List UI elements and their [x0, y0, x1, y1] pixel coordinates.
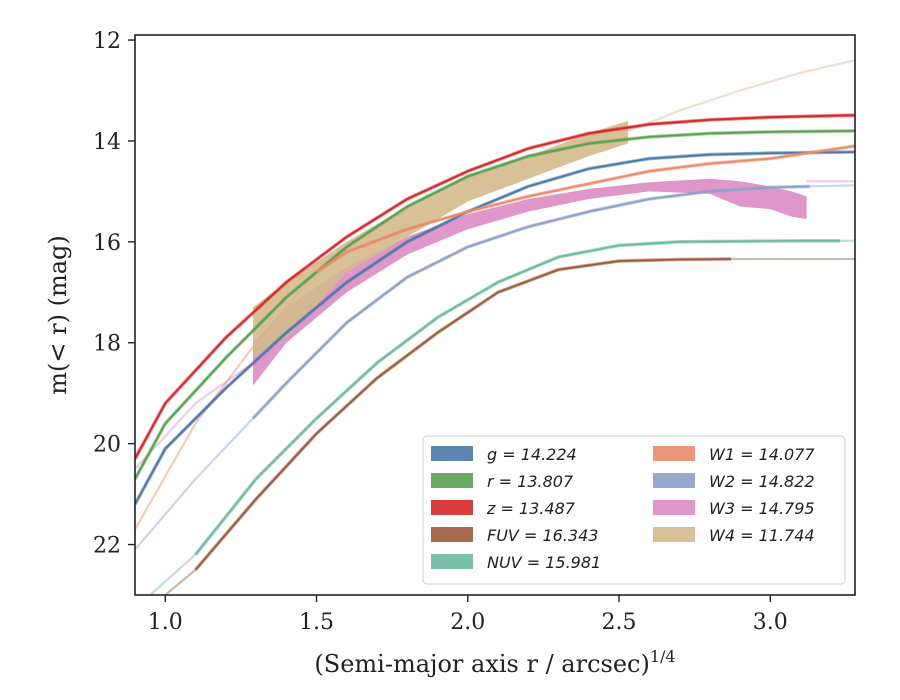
legend-entry-w4: W4 = 11.744: [653, 526, 815, 545]
legend-swatch: [653, 527, 695, 542]
series-nuv-line: [194, 239, 840, 556]
legend: g = 14.224 r = 13.807 z = 13.487 FUV = 16.3…: [422, 435, 846, 585]
legend-swatch: [431, 527, 473, 542]
series-r-line: [135, 130, 855, 480]
series-w1-line: [316, 145, 855, 273]
legend-entry-r: r = 13.807: [431, 472, 574, 491]
legend-box: [422, 435, 846, 585]
x-tick-label: 1.5: [299, 610, 334, 635]
x-axis-title: (Semi-major axis r / arcsec)1/4: [314, 647, 675, 678]
x-tick-label: 1.0: [148, 610, 183, 635]
legend-entry-fuv: FUV = 16.343: [431, 526, 598, 545]
legend-entry-z: z = 13.487: [431, 499, 576, 518]
legend-swatch: [431, 446, 473, 461]
legend-label: z = 13.487: [486, 499, 576, 518]
series-w3-band: [253, 178, 807, 386]
y-tick-label: 14: [93, 130, 121, 155]
legend-swatch: [653, 500, 695, 515]
legend-label: r = 13.807: [487, 472, 574, 491]
legend-entry-g: g = 14.224: [431, 445, 577, 464]
x-tick-label: 3.0: [753, 610, 788, 635]
legend-swatch: [431, 473, 473, 488]
series-nuv-extrapolation: [149, 553, 197, 595]
series-w2-halo: [251, 184, 810, 420]
series-w2-extrapolation: [809, 184, 855, 188]
y-axis-title: m(< r) (mag): [44, 235, 72, 394]
y-axis: 12 14 16 18 20 22: [93, 29, 135, 559]
legend-label: W1 = 14.077: [709, 445, 815, 464]
legend-entry-w1: W1 = 14.077: [653, 445, 815, 464]
legend-label: FUV = 16.343: [487, 526, 598, 545]
legend-swatch: [653, 446, 695, 461]
y-tick-label: 16: [93, 231, 121, 256]
series-fuv-extrapolation: [164, 568, 197, 595]
legend-swatch: [431, 500, 473, 515]
series-w2-extrapolation: [135, 417, 254, 551]
series-z-line: [135, 114, 855, 460]
y-tick-label: 12: [93, 29, 121, 54]
legend-entry-w2: W2 = 14.822: [653, 472, 815, 491]
x-tick-label: 2.0: [450, 610, 485, 635]
legend-entry-w3: W3 = 14.795: [653, 499, 815, 518]
series-layer: [135, 59, 855, 595]
series-w3-extrapolation: [135, 361, 254, 470]
y-tick-label: 22: [93, 534, 121, 559]
legend-label: W3 = 14.795: [709, 499, 815, 518]
series-fuv-line: [194, 258, 732, 571]
legend-swatch: [431, 554, 473, 569]
plot-frame: [134, 34, 856, 596]
legend-label: W4 = 11.744: [709, 526, 815, 545]
legend-swatch: [653, 473, 695, 488]
y-tick-label: 18: [93, 332, 121, 357]
series-w2-line: [252, 185, 810, 420]
legend-label: W2 = 14.822: [709, 472, 815, 491]
legend-label: NUV = 15.981: [487, 553, 601, 572]
y-tick-label: 20: [93, 433, 121, 458]
series-w4-extrapolation: [627, 59, 855, 132]
x-axis: 1.0 1.5 2.0 2.5 3.0: [148, 595, 788, 635]
x-tick-label: 2.5: [602, 610, 637, 635]
legend-label: g = 14.224: [487, 445, 577, 464]
legend-entry-nuv: NUV = 15.981: [431, 553, 601, 572]
